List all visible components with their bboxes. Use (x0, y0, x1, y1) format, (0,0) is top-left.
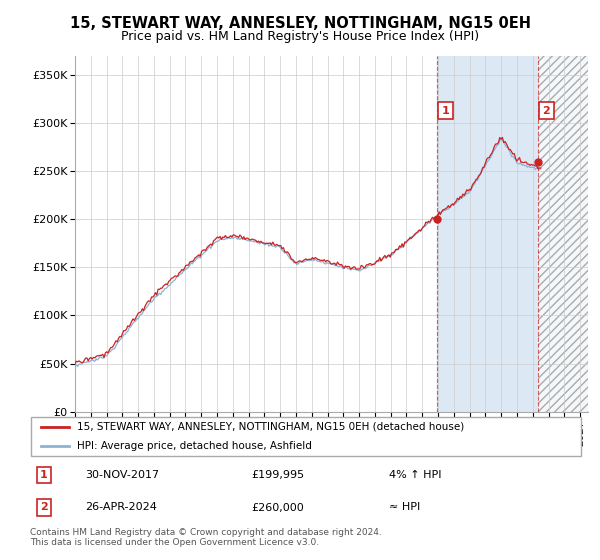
Text: 30-NOV-2017: 30-NOV-2017 (85, 470, 160, 480)
Text: HPI: Average price, detached house, Ashfield: HPI: Average price, detached house, Ashf… (77, 441, 312, 450)
Bar (538, 56, 588, 412)
Text: 15, STEWART WAY, ANNESLEY, NOTTINGHAM, NG15 0EH (detached house): 15, STEWART WAY, ANNESLEY, NOTTINGHAM, N… (77, 422, 464, 432)
Bar (538, 56, 588, 412)
Text: 1: 1 (442, 106, 449, 116)
Text: 1: 1 (40, 470, 47, 480)
Text: 2: 2 (542, 106, 550, 116)
Text: £260,000: £260,000 (251, 502, 304, 512)
Text: 15, STEWART WAY, ANNESLEY, NOTTINGHAM, NG15 0EH: 15, STEWART WAY, ANNESLEY, NOTTINGHAM, N… (70, 16, 530, 31)
Text: £199,995: £199,995 (251, 470, 304, 480)
Text: Price paid vs. HM Land Registry's House Price Index (HPI): Price paid vs. HM Land Registry's House … (121, 30, 479, 43)
Text: Contains HM Land Registry data © Crown copyright and database right 2024.
This d: Contains HM Land Registry data © Crown c… (30, 528, 382, 547)
Bar (538, 56, 588, 412)
Text: ≈ HPI: ≈ HPI (389, 502, 420, 512)
Bar (437, 56, 538, 412)
Text: 2: 2 (40, 502, 47, 512)
Text: 4% ↑ HPI: 4% ↑ HPI (389, 470, 442, 480)
Text: 26-APR-2024: 26-APR-2024 (85, 502, 157, 512)
FancyBboxPatch shape (31, 417, 581, 456)
